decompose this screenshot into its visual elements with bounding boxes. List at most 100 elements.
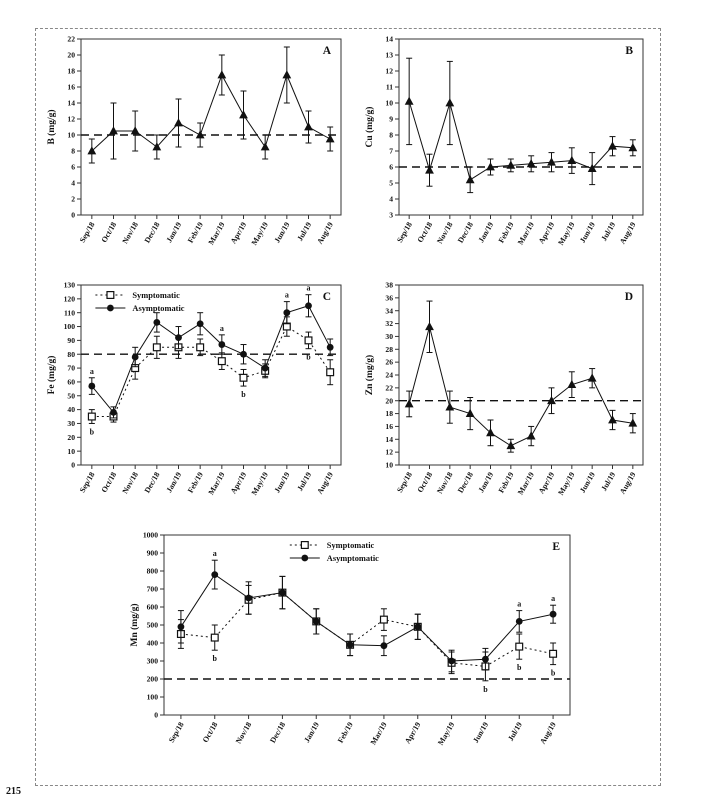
svg-text:a: a bbox=[285, 291, 289, 300]
svg-text:Feb/19: Feb/19 bbox=[336, 720, 355, 744]
svg-text:B: B bbox=[625, 45, 633, 57]
svg-text:Jan/19: Jan/19 bbox=[476, 470, 495, 494]
svg-text:Jun/19: Jun/19 bbox=[578, 220, 597, 244]
svg-text:100: 100 bbox=[147, 693, 159, 702]
svg-text:Aug/19: Aug/19 bbox=[618, 470, 638, 495]
svg-text:80: 80 bbox=[67, 350, 75, 359]
svg-text:12: 12 bbox=[385, 67, 393, 76]
svg-text:Aug/19: Aug/19 bbox=[315, 220, 335, 245]
svg-text:Oct/18: Oct/18 bbox=[415, 470, 434, 494]
svg-text:Nov/18: Nov/18 bbox=[234, 720, 254, 745]
svg-text:12: 12 bbox=[385, 448, 393, 457]
svg-text:Feb/19: Feb/19 bbox=[186, 220, 205, 244]
panel-e-manganese-chart: 0 100 200 300 400 500 600 700 800 900 1000 Sep/18 Oc… bbox=[114, 529, 584, 777]
svg-text:b: b bbox=[306, 353, 311, 362]
svg-text:70: 70 bbox=[67, 364, 75, 373]
svg-text:a: a bbox=[551, 594, 555, 603]
svg-text:0: 0 bbox=[154, 711, 158, 720]
svg-text:Mar/19: Mar/19 bbox=[516, 220, 536, 246]
svg-text:6: 6 bbox=[389, 163, 393, 172]
svg-text:b: b bbox=[483, 685, 488, 694]
svg-text:Apr/19: Apr/19 bbox=[537, 220, 557, 245]
svg-text:Feb/19: Feb/19 bbox=[497, 220, 516, 244]
svg-text:Mar/19: Mar/19 bbox=[516, 470, 536, 496]
svg-text:5: 5 bbox=[389, 179, 393, 188]
svg-text:Jul/19: Jul/19 bbox=[295, 470, 313, 492]
svg-text:1000: 1000 bbox=[143, 531, 158, 540]
svg-text:Oct/18: Oct/18 bbox=[99, 470, 118, 494]
svg-text:120: 120 bbox=[64, 294, 76, 303]
svg-text:Jan/19: Jan/19 bbox=[164, 220, 183, 244]
svg-text:Apr/19: Apr/19 bbox=[403, 720, 423, 745]
svg-text:18: 18 bbox=[385, 409, 393, 418]
svg-text:4: 4 bbox=[389, 195, 393, 204]
svg-text:Jun/19: Jun/19 bbox=[471, 720, 490, 744]
svg-text:Oct/18: Oct/18 bbox=[201, 720, 220, 744]
svg-text:10: 10 bbox=[67, 447, 75, 456]
svg-text:22: 22 bbox=[385, 383, 393, 392]
svg-text:B (mg/g): B (mg/g) bbox=[46, 109, 57, 144]
svg-text:Jul/19: Jul/19 bbox=[506, 720, 524, 742]
svg-text:900: 900 bbox=[147, 549, 159, 558]
svg-text:10: 10 bbox=[67, 131, 75, 140]
svg-text:C: C bbox=[323, 291, 331, 303]
svg-text:20: 20 bbox=[385, 396, 393, 405]
svg-text:4: 4 bbox=[71, 179, 75, 188]
svg-text:b: b bbox=[90, 427, 95, 436]
svg-text:Oct/18: Oct/18 bbox=[99, 220, 118, 244]
svg-text:36: 36 bbox=[385, 293, 393, 302]
svg-text:May/19: May/19 bbox=[250, 220, 270, 246]
svg-text:8: 8 bbox=[71, 147, 75, 156]
svg-text:Apr/19: Apr/19 bbox=[537, 470, 557, 495]
svg-text:a: a bbox=[90, 367, 94, 376]
svg-text:b: b bbox=[241, 390, 246, 399]
svg-text:13: 13 bbox=[385, 51, 393, 60]
svg-text:14: 14 bbox=[67, 99, 75, 108]
svg-text:20: 20 bbox=[67, 51, 75, 60]
svg-text:300: 300 bbox=[147, 657, 159, 666]
svg-text:Jan/19: Jan/19 bbox=[476, 220, 495, 244]
svg-text:200: 200 bbox=[147, 675, 159, 684]
manuscript-line-number: 215 bbox=[6, 786, 21, 797]
svg-text:a: a bbox=[220, 324, 224, 333]
svg-text:30: 30 bbox=[385, 332, 393, 341]
svg-text:E: E bbox=[552, 541, 560, 553]
svg-text:Aug/19: Aug/19 bbox=[315, 470, 335, 495]
svg-text:10: 10 bbox=[385, 99, 393, 108]
svg-text:32: 32 bbox=[385, 319, 393, 328]
svg-text:Jun/19: Jun/19 bbox=[272, 470, 291, 494]
svg-text:May/19: May/19 bbox=[556, 220, 576, 246]
svg-text:Nov/18: Nov/18 bbox=[120, 470, 140, 495]
svg-text:Dec/18: Dec/18 bbox=[268, 720, 287, 744]
svg-text:Feb/19: Feb/19 bbox=[497, 470, 516, 494]
svg-text:10: 10 bbox=[385, 461, 393, 470]
svg-text:800: 800 bbox=[147, 567, 159, 576]
svg-text:700: 700 bbox=[147, 585, 159, 594]
svg-text:90: 90 bbox=[67, 336, 75, 345]
svg-text:Nov/18: Nov/18 bbox=[435, 470, 455, 495]
svg-text:Jan/19: Jan/19 bbox=[164, 470, 183, 494]
svg-text:Jul/19: Jul/19 bbox=[599, 220, 617, 242]
svg-text:Symptomatic: Symptomatic bbox=[132, 291, 180, 300]
svg-text:Aug/19: Aug/19 bbox=[538, 720, 558, 745]
svg-text:400: 400 bbox=[147, 639, 159, 648]
svg-text:Apr/19: Apr/19 bbox=[229, 220, 249, 245]
svg-text:Nov/18: Nov/18 bbox=[435, 220, 455, 245]
svg-text:A: A bbox=[323, 45, 332, 57]
svg-text:Dec/18: Dec/18 bbox=[143, 470, 162, 494]
svg-text:Sep/18: Sep/18 bbox=[167, 720, 186, 744]
svg-text:30: 30 bbox=[67, 419, 75, 428]
svg-text:Mar/19: Mar/19 bbox=[369, 720, 389, 746]
svg-text:500: 500 bbox=[147, 621, 159, 630]
svg-text:2: 2 bbox=[71, 195, 75, 204]
svg-text:a: a bbox=[517, 600, 521, 609]
svg-text:16: 16 bbox=[385, 422, 393, 431]
svg-text:14: 14 bbox=[385, 435, 393, 444]
svg-text:Feb/19: Feb/19 bbox=[186, 470, 205, 494]
svg-text:28: 28 bbox=[385, 345, 393, 354]
svg-text:Asymptomatic: Asymptomatic bbox=[132, 304, 184, 313]
svg-text:a: a bbox=[307, 284, 311, 293]
svg-text:Asymptomatic: Asymptomatic bbox=[327, 554, 379, 563]
svg-text:Symptomatic: Symptomatic bbox=[327, 541, 375, 550]
svg-text:Mn (mg/g): Mn (mg/g) bbox=[129, 603, 140, 646]
